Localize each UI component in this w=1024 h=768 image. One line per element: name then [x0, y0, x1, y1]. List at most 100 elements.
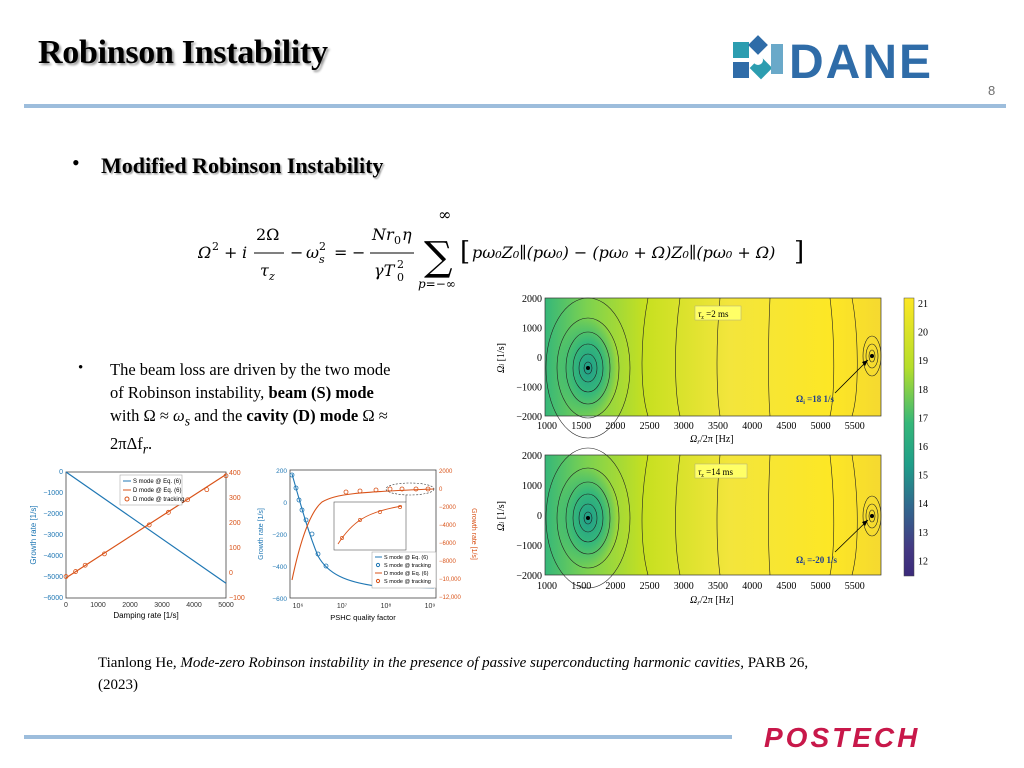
svg-text:[: [	[460, 237, 470, 267]
colorbar-tick-label: 13	[918, 528, 928, 539]
colorbar-tick-label: 16	[918, 442, 928, 453]
y-right-tick-label: −10,000	[439, 577, 462, 583]
x-tick-label: 4500	[776, 421, 796, 432]
colorbar-tick-label: 18	[918, 385, 928, 396]
y-right-tick-label: 200	[229, 520, 241, 527]
colorbar	[903, 297, 915, 577]
tracking-point	[146, 522, 152, 528]
page-number: 8	[988, 83, 996, 98]
svg-text:+: +	[224, 243, 237, 262]
x-tick-label: 4000	[186, 602, 202, 609]
tracking-point	[185, 497, 191, 503]
x-tick-label: 1000	[537, 421, 557, 432]
x-tick-label: 2500	[640, 421, 660, 432]
y-right-tick-label: −8000	[439, 559, 457, 565]
y-tick-label: 0	[59, 469, 63, 476]
slide-title: Robinson Instability	[38, 34, 328, 71]
eq-frac1-den: τ	[260, 261, 270, 280]
eq-sum-top: ∞	[438, 205, 451, 224]
y-tick-label: −2000	[516, 412, 542, 423]
y-tick-label: 1000	[522, 324, 542, 335]
y-tick-label: −3000	[43, 532, 63, 539]
postech-logo: POSTECH	[762, 722, 988, 753]
eq-bracket-body: pω₀Z₀∥(pω₀) − (pω₀ + Ω)Z₀∥(pω₀ + Ω)	[472, 243, 775, 262]
x-tick-label: 1500	[571, 581, 591, 592]
svg-text:−: −	[290, 243, 303, 262]
x-tick-label: 5000	[811, 421, 831, 432]
x-tick-label: 1500	[571, 421, 591, 432]
svg-text:z: z	[268, 270, 275, 283]
header-divider	[24, 104, 1006, 108]
tracking-point	[223, 473, 229, 479]
eq-sum-bottom: p=−∞	[418, 277, 456, 291]
dane-logo: DANE	[731, 34, 976, 89]
bottom-xlabel: Ωr/2π [Hz]	[690, 595, 734, 607]
section-heading: Modified Robinson Instability	[101, 153, 384, 178]
y-right-tick-label: −6000	[439, 541, 457, 547]
heading-bullet: •	[72, 150, 80, 175]
fig-left-legend-2: D mode @ Eq. (6)	[133, 488, 181, 494]
tracking-point	[63, 574, 69, 579]
tracking-point	[102, 551, 107, 557]
eq-frac2-den: γT	[374, 261, 396, 280]
y-right-tick-label: −12,000	[439, 595, 462, 601]
x-tick-label: 5500	[845, 581, 865, 592]
explanation-paragraph: The beam loss are driven by the two mode…	[110, 358, 470, 461]
d-mode-curve	[291, 488, 435, 581]
y-tick-label: 0	[537, 511, 542, 522]
x-tick-label: 5000	[811, 581, 831, 592]
top-ylabel: Ωi [1/s]	[496, 343, 507, 373]
y-tick-label: 0	[537, 353, 542, 364]
eq-frac2-num: Nr	[371, 225, 395, 244]
y-right-tick-label: 0	[439, 487, 443, 493]
x-tick-label: 10⁷	[337, 603, 348, 610]
tracking-point	[204, 487, 210, 493]
y-tick-label: 2000	[522, 294, 542, 305]
y-tick-label: −2000	[43, 511, 63, 518]
contour-panel-bottom: τz =14 ms Ωi =-20 1/s	[544, 447, 882, 589]
x-tick-label: 3000	[674, 421, 694, 432]
fig-left-legend-3: D mode @ tracking	[133, 497, 184, 503]
x-tick-label: 2000	[605, 421, 625, 432]
figure-contour-maps: τz =2 ms Ωi =18 1/s τz =14 ms Ωi =-20 1/…	[490, 290, 930, 610]
bottom-omega-label: Ωi =-20 1/s	[796, 555, 838, 567]
citation-line-1: Tianlong He, Mode-zero Robinson instabil…	[98, 655, 809, 671]
y-tick-label: −6000	[43, 595, 63, 602]
svg-text:]: ]	[794, 237, 804, 267]
x-tick-label: 2000	[122, 602, 138, 609]
colorbar-tick-label: 21	[918, 299, 928, 310]
x-tick-label: 1000	[537, 581, 557, 592]
svg-text:0: 0	[394, 234, 401, 247]
y-tick-label: −1000	[516, 383, 542, 394]
bottom-ylabel: Ωi [1/s]	[496, 501, 507, 531]
svg-text:η: η	[402, 225, 412, 244]
y-tick-label: 2000	[522, 451, 542, 462]
y-tick-label: −400	[272, 564, 287, 571]
x-tick-label: 4500	[776, 581, 796, 592]
eq-frac1-num: 2Ω	[256, 225, 279, 244]
citation: Tianlong He, Mode-zero Robinson instabil…	[98, 652, 918, 696]
x-tick-label: 4000	[742, 581, 762, 592]
colorbar-tick-label: 19	[918, 356, 928, 367]
x-tick-label: 10⁹	[425, 603, 436, 610]
svg-text:=: =	[334, 243, 347, 262]
fig-mid-xlabel: PSHC quality factor	[330, 613, 396, 622]
bottom-tau-label: τz =14 ms	[698, 467, 733, 479]
y-tick-label: −200	[272, 532, 287, 539]
y-right-tick-label: −4000	[439, 523, 457, 529]
tracking-point	[73, 569, 78, 574]
fig-left-legend-1: S mode @ Eq. (6)	[133, 479, 181, 485]
x-tick-label: 5500	[845, 421, 865, 432]
svg-text:∑: ∑	[424, 234, 453, 280]
eq-omega-s: ω	[306, 243, 319, 262]
contour-panel-top: τz =2 ms Ωi =18 1/s	[544, 297, 882, 439]
svg-text:2: 2	[319, 240, 326, 253]
para-line-2: of Robinson instability, beam (S) mode	[110, 383, 374, 402]
y-tick-label: −600	[272, 596, 287, 603]
fig-mid-ylabel-left: Growth rate [1/s]	[258, 508, 265, 560]
colorbar-tick-label: 12	[918, 556, 928, 567]
y-right-tick-label: −100	[229, 595, 245, 602]
d-mode-line	[65, 474, 227, 579]
svg-text:−: −	[352, 243, 365, 262]
tracking-point	[165, 509, 171, 515]
